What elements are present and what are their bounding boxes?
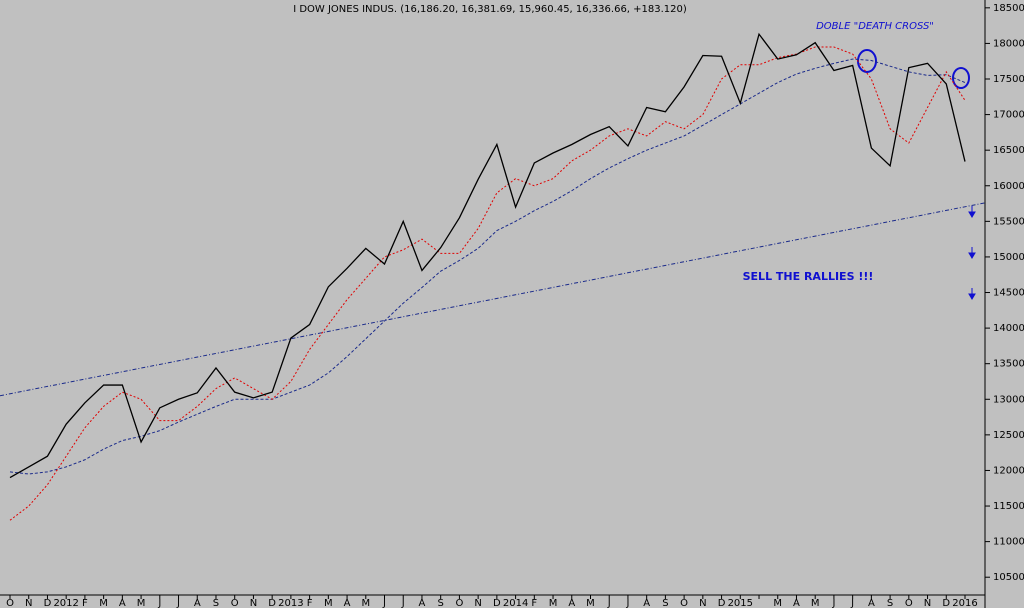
y-tick-label: 16500 xyxy=(993,145,1024,156)
y-tick-label: 12500 xyxy=(993,430,1024,441)
x-tick-label: M xyxy=(773,598,782,608)
x-tick-label: J xyxy=(625,598,629,608)
y-tick-label: 14500 xyxy=(993,288,1024,299)
x-tick-label: A xyxy=(643,598,650,608)
x-tick-label: O xyxy=(680,598,688,608)
y-tick-label: 15500 xyxy=(993,216,1024,227)
x-tick-label: M xyxy=(811,598,820,608)
x-tick-label: M xyxy=(549,598,558,608)
y-tick-label: 15000 xyxy=(993,252,1024,263)
x-tick-label: A xyxy=(793,598,800,608)
y-tick-label: 18000 xyxy=(993,38,1024,49)
x-tick-label: J xyxy=(401,598,405,608)
y-tick-label: 12000 xyxy=(993,465,1024,476)
y-tick-label: 14000 xyxy=(993,323,1024,334)
x-tick-label: N xyxy=(25,598,32,608)
x-tick-label: A xyxy=(868,598,875,608)
x-tick-label: M xyxy=(361,598,370,608)
y-tick-label: 13500 xyxy=(993,359,1024,370)
x-tick-label: 2014 xyxy=(503,598,528,608)
arrows xyxy=(968,206,976,300)
x-tick-label: A xyxy=(568,598,575,608)
y-tick-label: 11000 xyxy=(993,537,1024,548)
y-tick-label: 16000 xyxy=(993,181,1024,192)
x-tick-label: O xyxy=(455,598,463,608)
y-tick-label: 10500 xyxy=(993,572,1024,583)
y-tick-label: 17500 xyxy=(993,74,1024,85)
x-tick-label: A xyxy=(119,598,126,608)
x-tick-label: D xyxy=(44,598,52,608)
x-tick-label: S xyxy=(662,598,668,608)
x-tick-label: A xyxy=(419,598,426,608)
y-tick-label: 11500 xyxy=(993,501,1024,512)
x-tick-label: D xyxy=(268,598,276,608)
x-tick-label: S xyxy=(887,598,893,608)
x-tick-label: 2013 xyxy=(278,598,303,608)
annotation: DOBLE "DEATH CROSS" xyxy=(816,21,934,32)
x-tick-label: N xyxy=(250,598,257,608)
x-tick-label: F xyxy=(531,598,537,608)
x-tick-label: F xyxy=(82,598,88,608)
x-tick-label: 2016 xyxy=(952,598,977,608)
x-tick-label: N xyxy=(474,598,481,608)
x-tick-label: M xyxy=(586,598,595,608)
y-tick-label: 18500 xyxy=(993,3,1024,14)
x-tick-label: O xyxy=(6,598,14,608)
price-line xyxy=(9,32,966,479)
y-tick-label: 17000 xyxy=(993,110,1024,121)
x-tick-label: N xyxy=(699,598,706,608)
annotation: SELL THE RALLIES !!! xyxy=(743,270,874,283)
x-tick-label: O xyxy=(905,598,913,608)
x-tick-label: M xyxy=(324,598,333,608)
chart-title: I DOW JONES INDUS. (16,186.20, 16,381.69… xyxy=(293,4,687,15)
x-tick-label: F xyxy=(307,598,313,608)
x-tick-label: D xyxy=(942,598,950,608)
trend-line xyxy=(0,202,986,397)
x-tick-label: D xyxy=(493,598,501,608)
x-tick-label: 2012 xyxy=(53,598,78,608)
price-line xyxy=(9,46,966,521)
x-tick-label: N xyxy=(924,598,931,608)
price-line xyxy=(9,58,966,475)
x-tick-label: O xyxy=(231,598,239,608)
x-tick-label: M xyxy=(137,598,146,608)
y-tick-label: 13000 xyxy=(993,394,1024,405)
x-tick-label: J xyxy=(831,598,835,608)
x-tick-label: J xyxy=(382,598,386,608)
x-tick-label: J xyxy=(176,598,180,608)
x-tick-label: S xyxy=(438,598,444,608)
x-tick-label: J xyxy=(607,598,611,608)
x-tick-label: A xyxy=(194,598,201,608)
x-tick-label: S xyxy=(213,598,219,608)
x-tick-label: J xyxy=(850,598,854,608)
x-tick-label: M xyxy=(99,598,108,608)
x-tick-label: A xyxy=(344,598,351,608)
x-tick-label: 2015 xyxy=(728,598,753,608)
x-tick-label: J xyxy=(157,598,161,608)
x-tick-label: D xyxy=(718,598,726,608)
